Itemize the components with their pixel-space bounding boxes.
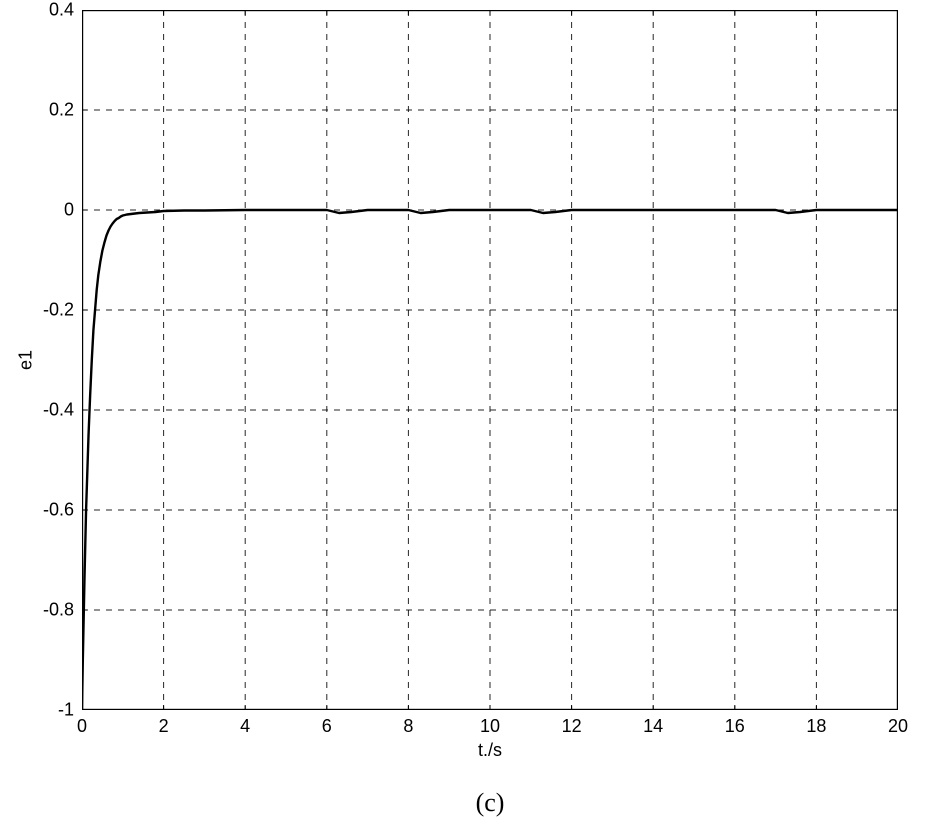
y-tick-label: -1 <box>58 700 74 721</box>
x-tick-label: 2 <box>159 716 169 737</box>
y-tick-label: -0.8 <box>43 600 74 621</box>
y-tick-label: 0.2 <box>49 100 74 121</box>
x-tick-label: 0 <box>77 716 87 737</box>
y-tick-label: 0 <box>64 200 74 221</box>
x-tick-label: 20 <box>888 716 908 737</box>
y-tick-label: -0.4 <box>43 400 74 421</box>
x-tick-label: 10 <box>480 716 500 737</box>
x-tick-label: 12 <box>562 716 582 737</box>
y-tick-label: -0.2 <box>43 300 74 321</box>
subcaption-label: (c) <box>476 788 505 818</box>
y-tick-label: 0.4 <box>49 0 74 21</box>
x-axis-label: t./s <box>478 740 502 761</box>
plot-area <box>82 10 898 710</box>
y-axis-label: e1 <box>16 350 37 370</box>
figure-container: t./s e1 (c) 0 2 4 6 8 10 12 14 16 18 20 -1 -0.8 -0.6 -… <box>0 0 925 838</box>
x-tick-label: 16 <box>725 716 745 737</box>
x-tick-label: 8 <box>403 716 413 737</box>
chart-svg <box>82 10 898 710</box>
x-tick-label: 4 <box>240 716 250 737</box>
x-tick-label: 18 <box>806 716 826 737</box>
x-tick-label: 6 <box>322 716 332 737</box>
x-tick-label: 14 <box>643 716 663 737</box>
y-tick-label: -0.6 <box>43 500 74 521</box>
